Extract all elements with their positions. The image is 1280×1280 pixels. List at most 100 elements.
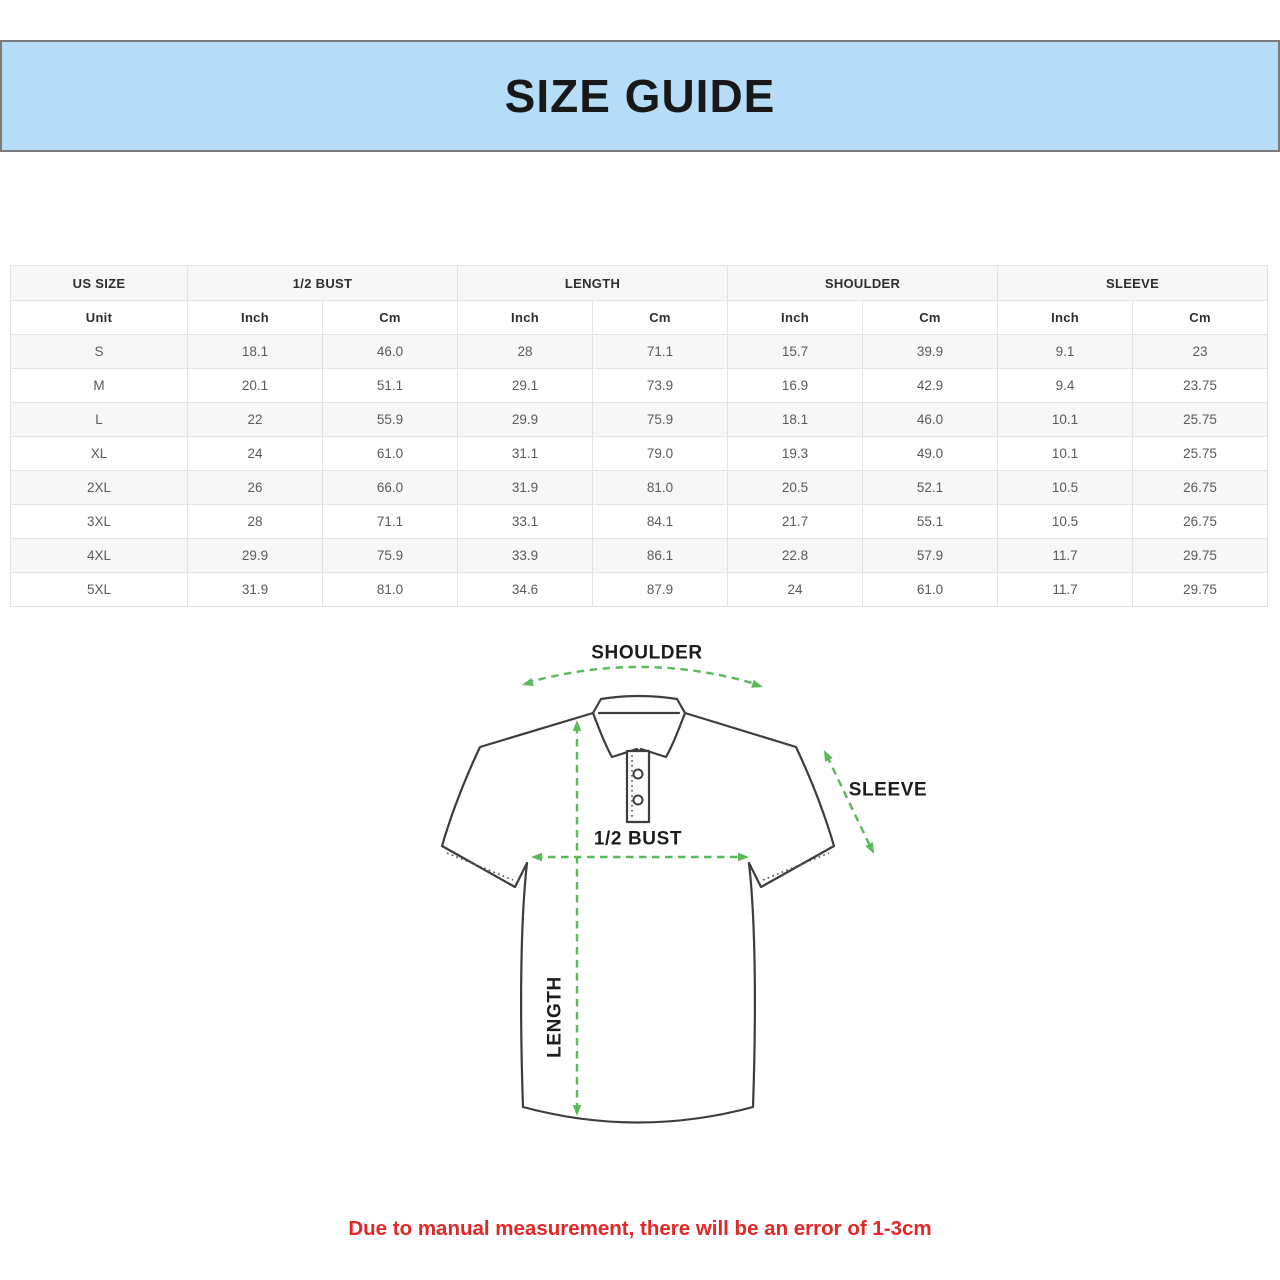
measurement-cell: 42.9 bbox=[862, 368, 999, 403]
table-row: XL 24 61.0 31.1 79.0 19.3 49.0 10.1 25.75 bbox=[10, 436, 1269, 471]
page-title: SIZE GUIDE bbox=[504, 70, 776, 122]
shoulder-measure-arrow bbox=[525, 665, 760, 687]
measurement-cell: 51.1 bbox=[321, 368, 459, 403]
size-label-cell: 4XL bbox=[10, 538, 188, 573]
size-label-cell: L bbox=[10, 402, 188, 437]
size-chart-table: US SIZE 1/2 BUST LENGTH SHOULDER SLEEVE … bbox=[10, 265, 1269, 607]
size-label-cell: 5XL bbox=[10, 572, 188, 607]
measurement-cell: 31.9 bbox=[187, 572, 323, 607]
measurement-cell: 34.6 bbox=[457, 572, 594, 607]
measurement-cell: 10.5 bbox=[997, 470, 1134, 505]
measurement-cell: 57.9 bbox=[862, 538, 999, 573]
shirt-placket bbox=[625, 749, 651, 824]
measurement-cell: 75.9 bbox=[321, 538, 459, 573]
col-header-sleeve: SLEEVE bbox=[997, 265, 1269, 301]
arrowhead bbox=[865, 842, 874, 854]
measurement-cell: 31.1 bbox=[457, 436, 594, 471]
measurement-cell: 28 bbox=[457, 334, 594, 369]
shoulder-label: SHOULDER bbox=[591, 643, 702, 664]
col-header-length: LENGTH bbox=[457, 265, 729, 301]
arrowhead bbox=[522, 677, 534, 687]
measurement-cell: 31.9 bbox=[457, 470, 594, 505]
unit-header-cm: Cm bbox=[321, 300, 459, 335]
measurement-cell: 33.9 bbox=[457, 538, 594, 573]
measurement-cell: 46.0 bbox=[862, 402, 999, 437]
measurement-cell: 29.9 bbox=[457, 402, 594, 437]
measurement-cell: 26 bbox=[187, 470, 323, 505]
measurement-cell: 84.1 bbox=[592, 504, 729, 539]
unit-header-cm: Cm bbox=[1132, 300, 1269, 335]
measurement-cell: 79.0 bbox=[592, 436, 729, 471]
measurement-cell: 52.1 bbox=[862, 470, 999, 505]
placket-button bbox=[632, 794, 644, 806]
table-row: 3XL 28 71.1 33.1 84.1 21.7 55.1 10.5 26.75 bbox=[10, 504, 1269, 539]
measurement-cell: 10.1 bbox=[997, 436, 1134, 471]
arrowhead bbox=[531, 852, 542, 862]
measurement-cell: 23 bbox=[1132, 334, 1269, 369]
size-label-cell: M bbox=[10, 368, 188, 403]
measurement-cell: 29.9 bbox=[187, 538, 323, 573]
measurement-cell: 10.1 bbox=[997, 402, 1134, 437]
measurement-cell: 26.75 bbox=[1132, 504, 1269, 539]
unit-header-inch: Inch bbox=[457, 300, 594, 335]
size-label-cell: 2XL bbox=[10, 470, 188, 505]
unit-header-cm: Cm bbox=[862, 300, 999, 335]
measurement-cell: 33.1 bbox=[457, 504, 594, 539]
unit-header-inch: Inch bbox=[727, 300, 864, 335]
measurement-cell: 55.1 bbox=[862, 504, 999, 539]
arrowhead bbox=[738, 852, 749, 862]
table-row: M 20.1 51.1 29.1 73.9 16.9 42.9 9.4 23.75 bbox=[10, 368, 1269, 403]
measurement-cell: 87.9 bbox=[592, 572, 729, 607]
placket-button bbox=[632, 768, 644, 780]
measurement-error-note: Due to manual measurement, there will be… bbox=[348, 1217, 932, 1240]
measurement-cell: 22 bbox=[187, 402, 323, 437]
shirt-body-outline bbox=[440, 711, 836, 1124]
measurement-cell: 66.0 bbox=[321, 470, 459, 505]
unit-header-inch: Inch bbox=[997, 300, 1134, 335]
measurement-cell: 18.1 bbox=[187, 334, 323, 369]
measurement-cell: 9.1 bbox=[997, 334, 1134, 369]
sleeve-measure-arrow bbox=[825, 755, 873, 849]
measurement-cell: 20.1 bbox=[187, 368, 323, 403]
table-row: 4XL 29.9 75.9 33.9 86.1 22.8 57.9 11.7 29.75 bbox=[10, 538, 1269, 573]
unit-header-inch: Inch bbox=[187, 300, 323, 335]
measurement-cell: 22.8 bbox=[727, 538, 864, 573]
measurement-cell: 9.4 bbox=[997, 368, 1134, 403]
measurement-cell: 26.75 bbox=[1132, 470, 1269, 505]
size-label-cell: S bbox=[10, 334, 188, 369]
measurement-cell: 71.1 bbox=[592, 334, 729, 369]
unit-header: Unit bbox=[10, 300, 188, 335]
measurement-cell: 86.1 bbox=[592, 538, 729, 573]
measurement-cell: 23.75 bbox=[1132, 368, 1269, 403]
measurement-cell: 20.5 bbox=[727, 470, 864, 505]
table-row: 2XL 26 66.0 31.9 81.0 20.5 52.1 10.5 26.75 bbox=[10, 470, 1269, 505]
measurement-cell: 25.75 bbox=[1132, 402, 1269, 437]
size-label-cell: 3XL bbox=[10, 504, 188, 539]
measurement-cell: 25.75 bbox=[1132, 436, 1269, 471]
measurement-cell: 49.0 bbox=[862, 436, 999, 471]
measurement-cell: 29.75 bbox=[1132, 572, 1269, 607]
size-label-cell: XL bbox=[10, 436, 188, 471]
measurement-cell: 28 bbox=[187, 504, 323, 539]
measurement-diagram: SHOULDER SLEEVE 1/2 BUST LENGTH bbox=[440, 643, 927, 1124]
measurement-cell: 81.0 bbox=[321, 572, 459, 607]
table-row: L 22 55.9 29.9 75.9 18.1 46.0 10.1 25.75 bbox=[10, 402, 1269, 437]
measurement-cell: 71.1 bbox=[321, 504, 459, 539]
measurement-cell: 24 bbox=[727, 572, 864, 607]
measurement-cell: 11.7 bbox=[997, 538, 1134, 573]
measurement-cell: 46.0 bbox=[321, 334, 459, 369]
measurement-cell: 16.9 bbox=[727, 368, 864, 403]
table-row: S 18.1 46.0 28 71.1 15.7 39.9 9.1 23 bbox=[10, 334, 1269, 369]
measurement-cell: 61.0 bbox=[862, 572, 999, 607]
bust-label: 1/2 BUST bbox=[594, 829, 682, 850]
size-guide-banner: SIZE GUIDE bbox=[0, 40, 1280, 152]
arrowhead bbox=[572, 1105, 582, 1116]
col-header-half-bust: 1/2 BUST bbox=[186, 265, 459, 301]
length-label: LENGTH bbox=[545, 976, 566, 1058]
measurement-cell: 39.9 bbox=[862, 334, 999, 369]
col-header-shoulder: SHOULDER bbox=[727, 265, 999, 301]
measurement-cell: 18.1 bbox=[727, 402, 864, 437]
measurement-cell: 19.3 bbox=[727, 436, 864, 471]
table-row: 5XL 31.9 81.0 34.6 87.9 24 61.0 11.7 29.75 bbox=[10, 572, 1269, 607]
measurement-cell: 75.9 bbox=[592, 402, 729, 437]
